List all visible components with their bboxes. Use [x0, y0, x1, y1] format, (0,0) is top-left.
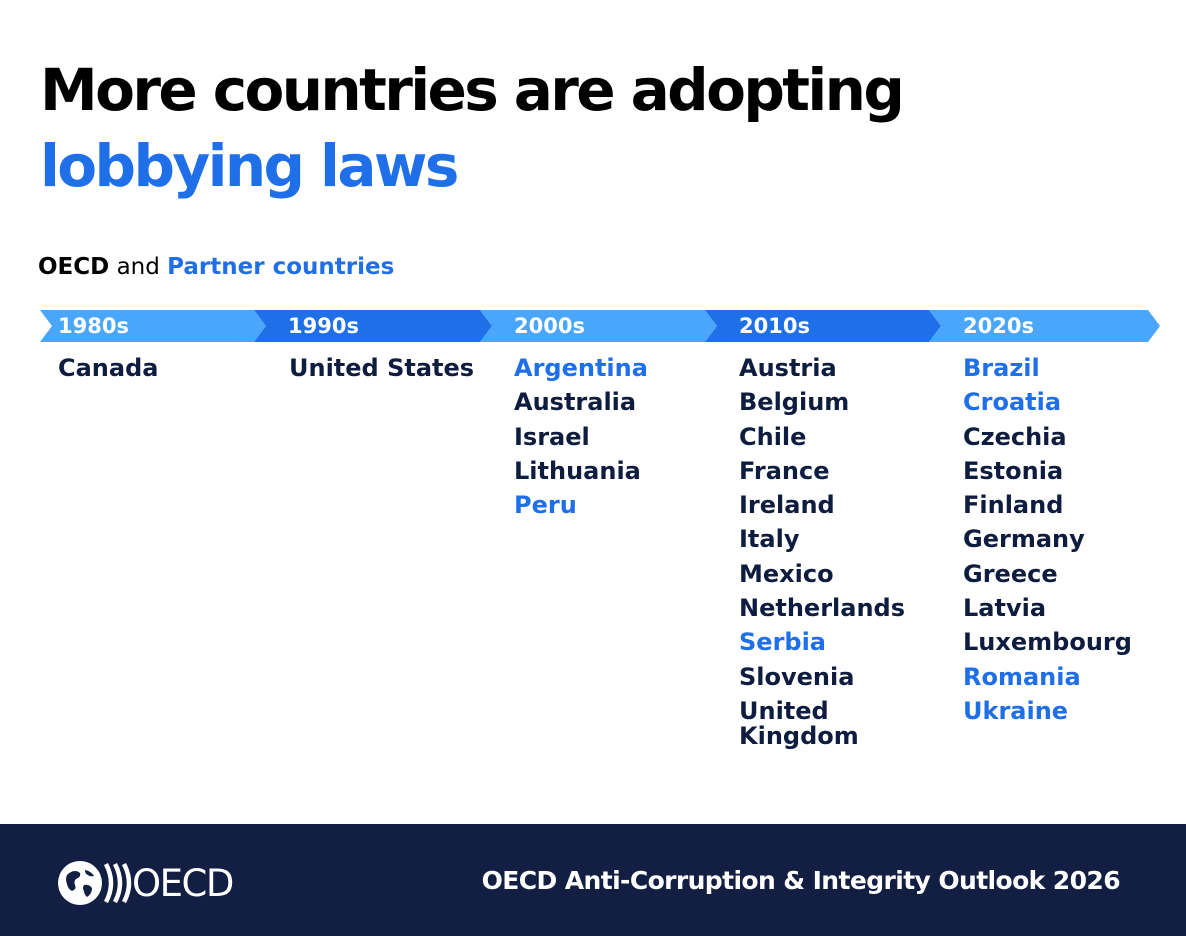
page-title: More countries are adopting lobbying law…: [40, 52, 905, 204]
timeline-arrow-2020s: [929, 310, 1160, 342]
country-item: Estonia: [963, 456, 1064, 485]
country-item: Brazil: [963, 354, 1040, 382]
country-item: Netherlands: [739, 594, 906, 623]
country-item: Finland: [963, 491, 1064, 520]
legend-subtitle: OECD and Partner countries: [38, 254, 394, 280]
timeline-arrow-1990s: [254, 310, 492, 342]
country-item: Austria: [739, 354, 837, 382]
country-list-2000s: Argentina Australia Israel Lithuania Peru: [514, 356, 724, 527]
country-item: United States: [289, 354, 475, 382]
country-item: Peru: [514, 491, 577, 520]
decade-label-1990s: 1990s: [288, 314, 359, 338]
country-list-2010s: Austria Belgium Chile France Ireland Italy Mex…: [739, 356, 919, 758]
country-item: Chile: [739, 422, 807, 451]
country-list-2020s: Brazil Croatia Czechia Estonia Finland German…: [963, 356, 1173, 733]
footer-bar: OECD OECD Anti-Corruption & Integrity Ou…: [0, 824, 1186, 936]
decade-label-2010s: 2010s: [739, 314, 810, 338]
decade-label-2020s: 2020s: [963, 314, 1034, 338]
oecd-globe-logo-icon: [58, 861, 132, 905]
country-item: Italy: [739, 525, 800, 554]
country-list-1980s: Canada: [58, 356, 258, 390]
country-item: Canada: [58, 354, 159, 382]
timeline-arrows: [40, 310, 1160, 342]
title-line-1: More countries are adopting: [40, 56, 905, 124]
country-item: Belgium: [739, 388, 850, 417]
oecd-logo: [58, 858, 248, 908]
publication-title: OECD Anti-Corruption & Integrity Outlook…: [481, 866, 1121, 895]
legend-and: and: [116, 254, 160, 280]
title-line-2: lobbying laws: [40, 132, 459, 200]
country-item: United Kingdom: [739, 696, 859, 750]
country-item: Serbia: [739, 628, 826, 657]
legend-partner: Partner countries: [167, 254, 395, 280]
timeline-arrow-2010s: [705, 310, 941, 342]
timeline-arrow-2000s: [480, 310, 717, 342]
country-item: Israel: [514, 422, 590, 451]
country-item: Czechia: [963, 422, 1067, 451]
country-item: Luxembourg: [963, 628, 1132, 657]
country-item: Lithuania: [514, 456, 641, 485]
timeline-arrow-1980s: [40, 310, 266, 342]
country-item: Slovenia: [739, 662, 855, 691]
country-item: Germany: [963, 525, 1085, 554]
country-item: Romania: [963, 662, 1081, 691]
oecd-logo-text: OECD: [132, 862, 234, 905]
country-item: Argentina: [514, 354, 648, 382]
country-item: Greece: [963, 559, 1058, 588]
country-item: Latvia: [963, 594, 1047, 623]
decade-label-1980s: 1980s: [58, 314, 129, 338]
country-item: Croatia: [963, 388, 1062, 417]
country-item: Australia: [514, 388, 637, 417]
country-list-1990s: United States: [289, 356, 499, 390]
country-item: France: [739, 456, 830, 485]
legend-oecd: OECD: [38, 254, 110, 280]
country-item: Ireland: [739, 491, 835, 520]
country-item: Ukraine: [963, 696, 1069, 725]
timeline-bar: 1980s 1990s 2000s 2010s 2020s: [40, 310, 1160, 342]
country-item: Mexico: [739, 559, 834, 588]
decade-label-2000s: 2000s: [514, 314, 585, 338]
